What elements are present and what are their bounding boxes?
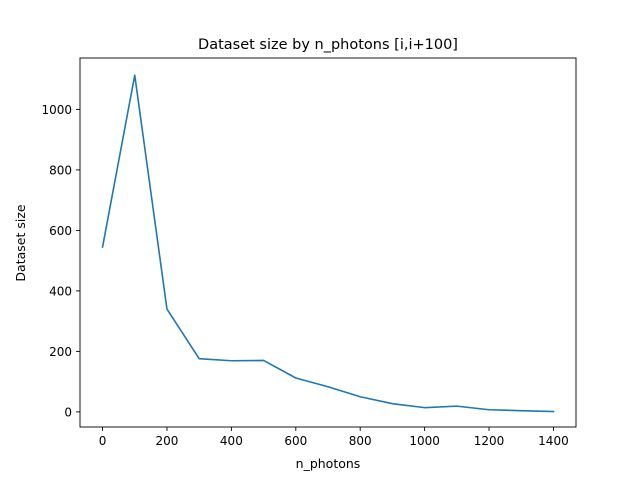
y-tick-label: 0 — [64, 405, 72, 419]
x-tick-label: 200 — [156, 434, 179, 448]
x-axis-ticks: 0 200 400 600 800 1000 1200 1400 — [99, 427, 569, 448]
x-axis-label: n_photons — [296, 456, 361, 471]
y-axis-label: Dataset size — [13, 204, 28, 281]
x-tick-label: 1000 — [409, 434, 440, 448]
y-tick-label: 1000 — [41, 103, 72, 117]
chart-title: Dataset size by n_photons [i,i+100] — [198, 37, 458, 53]
x-tick-label: 400 — [220, 434, 243, 448]
x-tick-label: 0 — [99, 434, 107, 448]
x-tick-label: 600 — [284, 434, 307, 448]
y-tick-label: 600 — [49, 224, 72, 238]
y-tick-label: 800 — [49, 163, 72, 177]
x-tick-label: 1400 — [538, 434, 569, 448]
y-axis-ticks: 0 200 400 600 800 1000 — [41, 103, 80, 419]
y-tick-label: 400 — [49, 284, 72, 298]
y-tick-label: 200 — [49, 345, 72, 359]
x-tick-label: 1200 — [474, 434, 505, 448]
x-tick-label: 800 — [349, 434, 372, 448]
data-layer — [101, 74, 555, 413]
series-line-0 — [101, 74, 555, 413]
plot-area-frame — [79, 57, 577, 428]
plot-area-background — [80, 58, 576, 427]
